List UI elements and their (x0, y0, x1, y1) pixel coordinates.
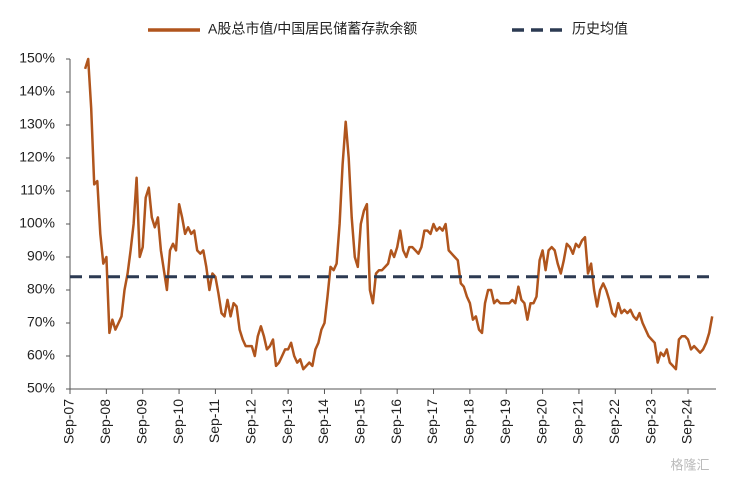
y-tick-label: 110% (20, 182, 55, 198)
y-tick-label: 90% (27, 248, 55, 264)
x-tick-label: Sep-08 (97, 399, 113, 444)
data-line (83, 57, 714, 371)
x-tick-label: Sep-21 (570, 399, 586, 444)
x-tick-label: Sep-17 (424, 399, 440, 444)
y-tick-label: 130% (19, 116, 55, 132)
legend-label: 历史均值 (572, 21, 628, 37)
x-tick-label: Sep-18 (461, 399, 477, 444)
x-tick-label: Sep-09 (133, 399, 149, 444)
y-tick-label: 140% (19, 83, 55, 99)
x-tick-label: Sep-10 (170, 399, 186, 444)
x-tick-label: Sep-22 (606, 399, 622, 444)
x-tick-label: Sep-24 (679, 399, 695, 444)
y-tick-label: 100% (19, 215, 55, 231)
x-tick-label: Sep-23 (642, 399, 658, 444)
y-tick-label: 50% (27, 380, 55, 396)
x-tick-label: Sep-11 (206, 399, 222, 443)
watermark: 格隆汇 (670, 457, 709, 472)
y-tick-label: 80% (27, 281, 55, 297)
y-tick-label: 150% (19, 50, 55, 66)
y-tick-label: 70% (27, 314, 55, 330)
x-tick-label: Sep-12 (242, 399, 258, 444)
x-tick-label: Sep-07 (61, 399, 77, 444)
x-tick-label: Sep-19 (497, 399, 513, 444)
y-tick-label: 120% (19, 149, 55, 165)
x-tick-label: Sep-14 (315, 399, 331, 444)
x-tick-label: Sep-16 (388, 399, 404, 444)
legend-label: A股总市值/中国居民储蓄存款余额 (208, 21, 417, 37)
y-tick-label: 60% (27, 347, 55, 363)
x-tick-label: Sep-15 (352, 399, 368, 444)
x-tick-label: Sep-20 (533, 399, 549, 444)
x-tick-label: Sep-13 (279, 399, 295, 444)
